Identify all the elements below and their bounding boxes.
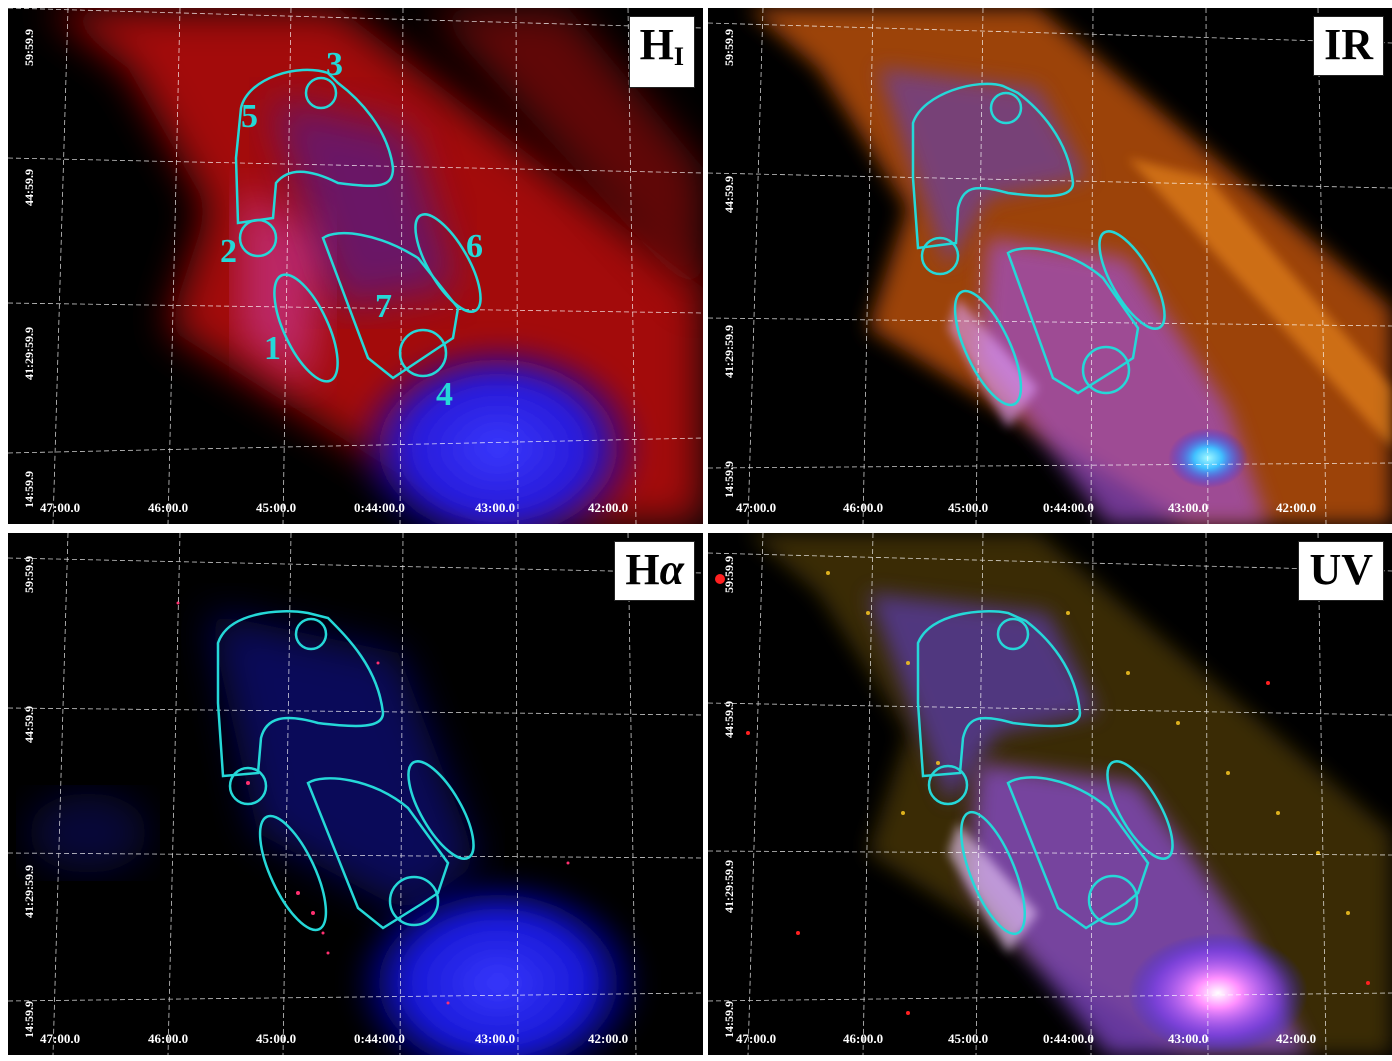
region-label-1: 1 [264, 330, 281, 367]
y-tick: 44:59.9 [22, 706, 36, 743]
region-label-5: 5 [241, 98, 258, 135]
x-tick: 43:00.0 [1168, 1031, 1209, 1046]
y-tick: 41:29:59.9 [722, 325, 736, 378]
panel-label-uv: UV [1298, 541, 1384, 601]
y-tick: 14:59.9 [22, 1001, 36, 1038]
x-tick: 46:00.0 [148, 500, 189, 515]
x-tick: 42:00.0 [1276, 500, 1317, 515]
ir-image [708, 8, 1392, 524]
x-tick: 42:00.0 [588, 500, 629, 515]
uv-image [708, 533, 1392, 1055]
y-tick: 14:59.9 [722, 1001, 736, 1038]
x-tick: 0:44:00.0 [1043, 1031, 1094, 1046]
x-tick: 42:00.0 [588, 1031, 629, 1046]
x-tick: 45:00.0 [948, 1031, 989, 1046]
y-tick: 59:59.9 [722, 29, 736, 66]
x-tick: 0:44:00.0 [1043, 500, 1094, 515]
x-tick: 46:00.0 [843, 1031, 884, 1046]
x-tick: 45:00.0 [948, 500, 989, 515]
panel-label-hi: HI [628, 16, 695, 88]
x-tick: 43:00.0 [475, 500, 516, 515]
region-label-6: 6 [466, 228, 483, 265]
x-tick: 45:00.0 [256, 500, 297, 515]
panel-label-ir: IR [1313, 16, 1384, 76]
region-label-2: 2 [220, 233, 237, 270]
y-tick: 44:59.9 [22, 169, 36, 206]
y-tick: 14:59.9 [22, 471, 36, 508]
x-tick: 47:00.0 [40, 500, 81, 515]
x-tick: 47:00.0 [736, 500, 777, 515]
y-tick: 41:29:59.9 [22, 865, 36, 918]
y-tick: 59:59.9 [22, 556, 36, 593]
y-tick: 41:29:59.9 [22, 327, 36, 380]
x-tick: 46:00.0 [843, 500, 884, 515]
y-tick: 59:59.9 [722, 556, 736, 593]
x-tick: 46:00.0 [148, 1031, 189, 1046]
x-tick: 43:00.0 [475, 1031, 516, 1046]
region-label-3: 3 [326, 46, 343, 83]
y-tick: 59:59.9 [22, 29, 36, 66]
panel-ir: IR 47:00.0 46:00.0 45:00.0 0:44:00.0 43:… [708, 8, 1392, 524]
y-tick: 44:59.9 [722, 176, 736, 213]
x-tick: 47:00.0 [736, 1031, 777, 1046]
region-label-7: 7 [375, 288, 392, 325]
hi-image [8, 8, 703, 524]
x-tick: 0:44:00.0 [354, 1031, 405, 1046]
x-tick: 42:00.0 [1276, 1031, 1317, 1046]
panel-hi: 3 5 2 6 7 1 4 HI 47:00.0 46:00.0 45:00.0… [8, 8, 703, 524]
x-tick: 43:00.0 [1168, 500, 1209, 515]
y-tick: 41:29:59.9 [722, 860, 736, 913]
panel-uv: UV 47:00.0 46:00.0 45:00.0 0:44:00.0 43:… [708, 533, 1392, 1055]
panel-halpha: Hα 47:00.0 46:00.0 45:00.0 0:44:00.0 43:… [8, 533, 703, 1055]
x-tick: 0:44:00.0 [354, 500, 405, 515]
x-tick: 45:00.0 [256, 1031, 297, 1046]
y-tick: 44:59.9 [722, 701, 736, 738]
halpha-image [8, 533, 703, 1055]
x-tick: 47:00.0 [40, 1031, 81, 1046]
region-label-4: 4 [436, 376, 453, 413]
y-tick: 14:59.9 [722, 461, 736, 498]
panel-label-halpha: Hα [614, 541, 695, 601]
